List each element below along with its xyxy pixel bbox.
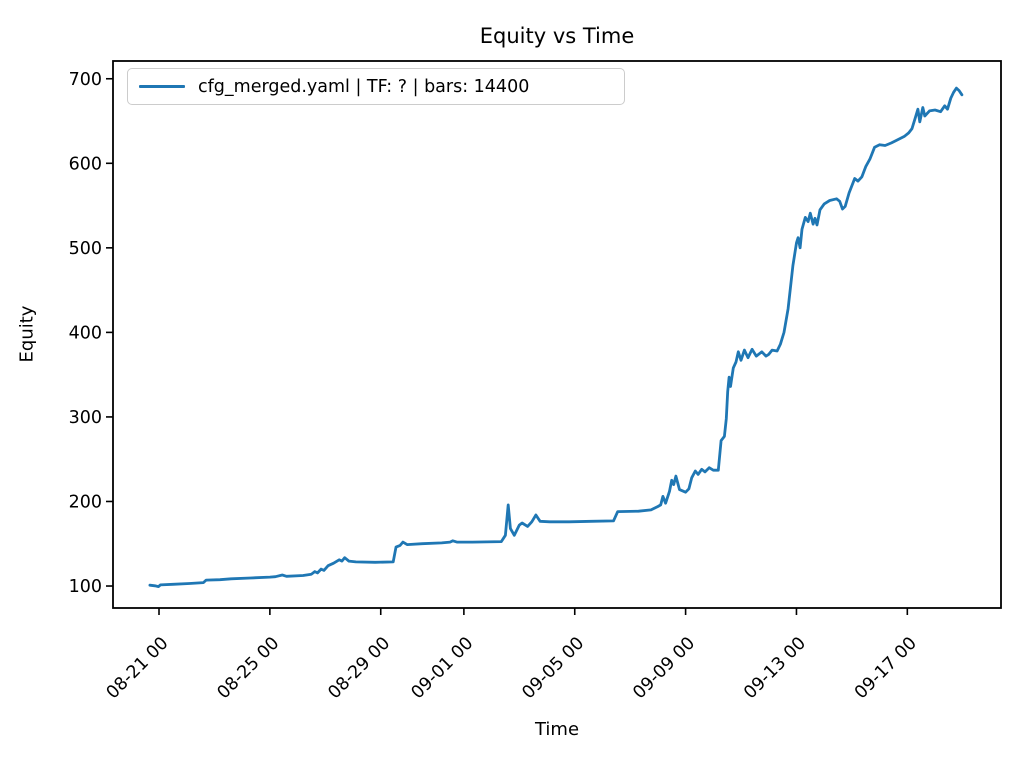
x-tick-label: 08-25 00 [214, 633, 284, 703]
x-tick-label: 09-01 00 [408, 633, 478, 703]
x-tick-label: 09-17 00 [851, 633, 921, 703]
x-tick-label: 09-09 00 [629, 633, 699, 703]
x-tick-label: 08-29 00 [324, 633, 394, 703]
y-tick-label: 700 [69, 70, 102, 90]
x-tick-label: 08-21 00 [103, 633, 173, 703]
chart-title: Equity vs Time [479, 24, 635, 48]
x-tick-label: 09-13 00 [740, 633, 810, 703]
legend-label: cfg_merged.yaml | TF: ? | bars: 14400 [198, 76, 530, 97]
x-tick-label: 09-05 00 [518, 633, 588, 703]
y-tick-label: 100 [69, 577, 102, 597]
y-tick-label: 200 [69, 492, 102, 512]
legend-line-sample [139, 84, 185, 89]
plot-border [112, 60, 1002, 609]
equity-line [148, 86, 964, 588]
y-axis-label: Equity [16, 305, 38, 363]
legend: cfg_merged.yaml | TF: ? | bars: 14400 [127, 68, 625, 105]
x-axis-label: Time [534, 719, 580, 740]
y-tick-label: 300 [69, 408, 102, 428]
y-tick-label: 600 [69, 154, 102, 174]
y-tick-label: 500 [69, 239, 102, 259]
y-tick-label: 400 [69, 323, 102, 343]
